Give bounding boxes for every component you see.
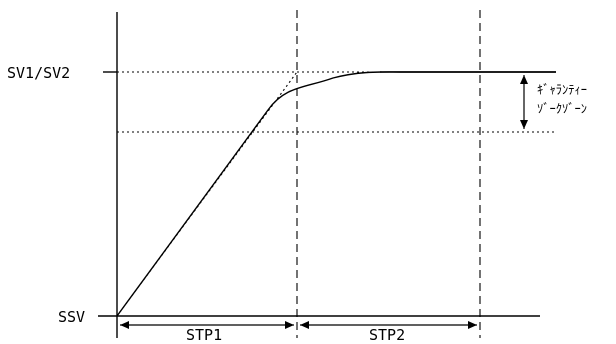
ssv-label: SSV [58, 308, 85, 326]
sv-label: SV1/SV2 [7, 64, 70, 82]
guarantee-zone-label-line1: ｷﾞｬﾗﾝﾃｨｰ [537, 82, 587, 97]
guarantee-zone-label-line2: ｿﾞｰｸｿﾞｰﾝ [537, 101, 587, 116]
stp1-label: STP1 [186, 326, 222, 344]
stp2-label: STP2 [369, 326, 405, 344]
response-curve [116, 71, 556, 317]
